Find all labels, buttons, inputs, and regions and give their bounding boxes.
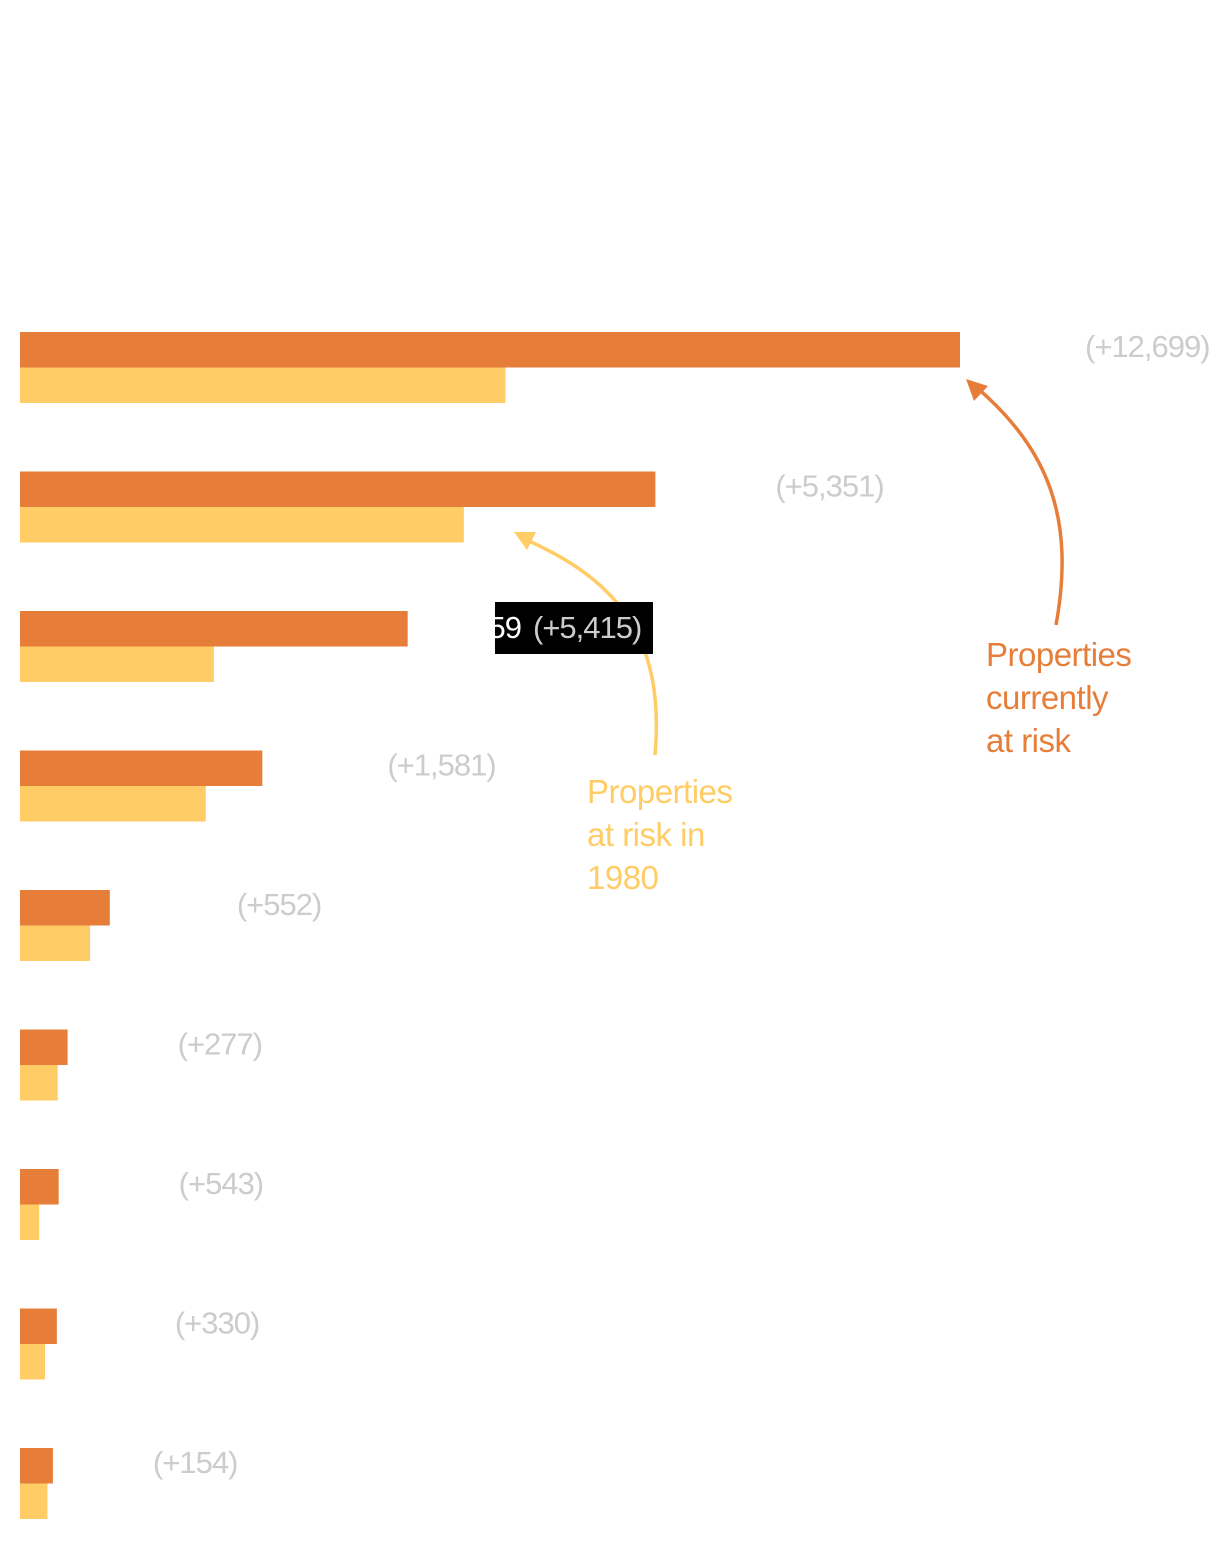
annotation-current-line-1: Properties bbox=[986, 636, 1131, 673]
bar-1980-9[interactable] bbox=[20, 1483, 48, 1520]
bar-current-2[interactable] bbox=[20, 471, 656, 508]
bar-1980-7[interactable] bbox=[20, 1204, 40, 1241]
bar-1980-5[interactable] bbox=[20, 925, 91, 962]
difference-label-7: (+543) bbox=[179, 1166, 263, 1201]
difference-label-6: (+277) bbox=[178, 1027, 262, 1062]
bar-current-9[interactable] bbox=[20, 1448, 53, 1484]
annotation-current-line-2: currently bbox=[986, 679, 1109, 716]
annotation-current-arrowhead bbox=[966, 379, 988, 401]
tooltip-diff: (+5,415) bbox=[533, 610, 641, 645]
annotation-current-arrow bbox=[973, 384, 1064, 626]
annotation-1980: Properties at risk in 1980 bbox=[514, 532, 733, 896]
difference-label-2: (+5,351) bbox=[775, 469, 883, 504]
bars-group bbox=[20, 332, 960, 1519]
bar-1980-3[interactable] bbox=[20, 646, 214, 683]
bar-current-4[interactable] bbox=[20, 750, 263, 787]
bar-1980-2[interactable] bbox=[20, 507, 464, 543]
bar-1980-6[interactable] bbox=[20, 1065, 58, 1101]
bar-1980-4[interactable] bbox=[20, 786, 206, 822]
tooltip-background bbox=[495, 602, 653, 654]
difference-label-9: (+154) bbox=[153, 1445, 237, 1480]
annotation-1980-arrowhead bbox=[514, 532, 536, 550]
bar-current-5[interactable] bbox=[20, 890, 110, 926]
difference-labels-group: (+12,699) (+5,351) (+1,581) (+552) (+277) (+5… bbox=[153, 329, 1211, 1480]
hover-tooltip: 59 (+5,415) bbox=[489, 602, 653, 654]
difference-label-4: (+1,581) bbox=[387, 748, 495, 783]
annotation-1980-line-1: Properties bbox=[587, 773, 732, 810]
tooltip-value: 59 bbox=[489, 610, 521, 645]
bar-1980-1[interactable] bbox=[20, 367, 506, 404]
bar-current-7[interactable] bbox=[20, 1169, 59, 1205]
bar-current-6[interactable] bbox=[20, 1029, 68, 1066]
difference-label-1: (+12,699) bbox=[1085, 329, 1210, 364]
annotation-current-line-3: at risk bbox=[986, 722, 1072, 759]
annotation-1980-line-3: 1980 bbox=[587, 859, 659, 896]
difference-label-5: (+552) bbox=[237, 887, 321, 922]
annotation-current: Properties currently at risk bbox=[966, 379, 1132, 759]
annotation-1980-line-2: at risk in bbox=[587, 816, 705, 853]
bar-current-8[interactable] bbox=[20, 1308, 57, 1345]
bar-1980-8[interactable] bbox=[20, 1344, 46, 1380]
bar-current-1[interactable] bbox=[20, 332, 960, 368]
bar-current-3[interactable] bbox=[20, 611, 408, 647]
difference-label-8: (+330) bbox=[175, 1306, 259, 1341]
